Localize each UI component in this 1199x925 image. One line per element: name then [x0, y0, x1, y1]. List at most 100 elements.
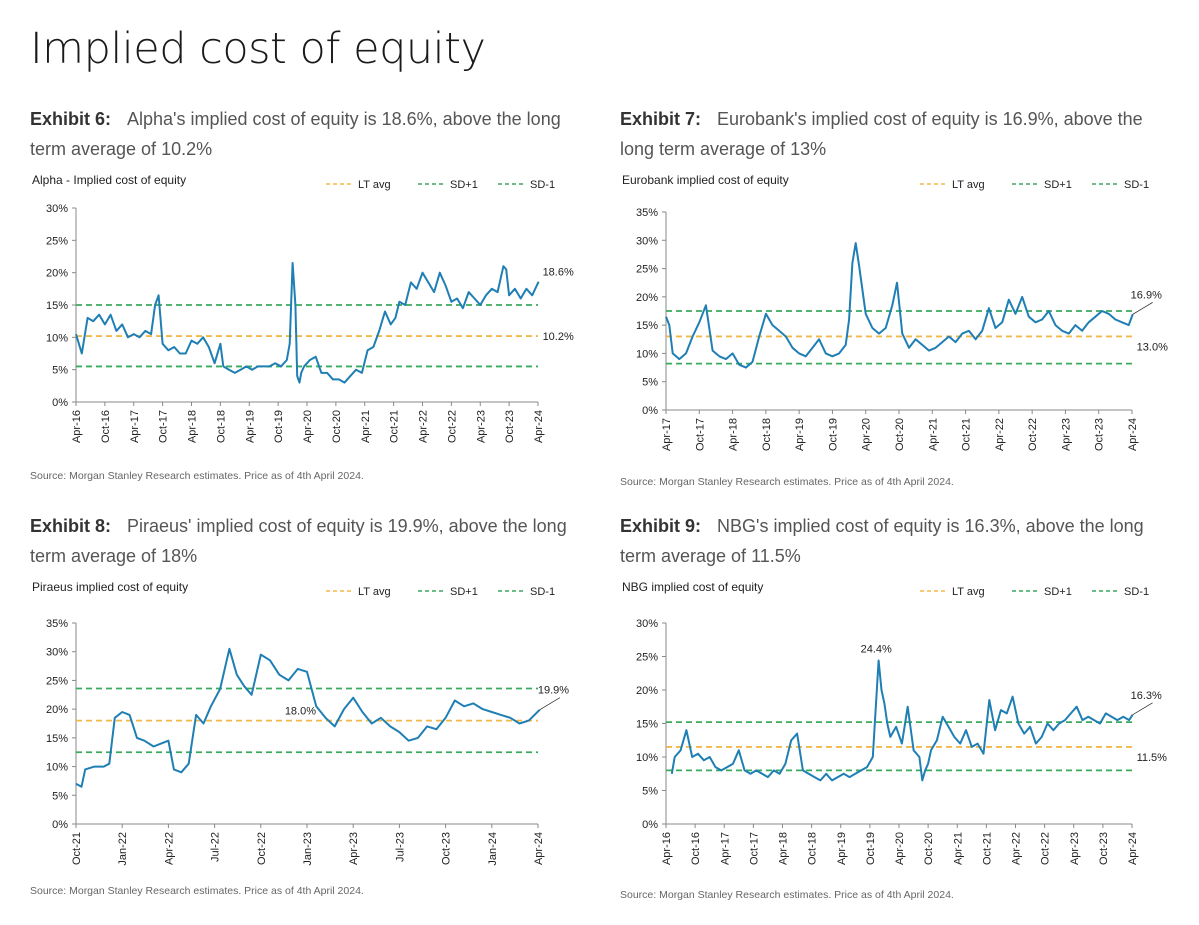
- legend-label: SD+1: [1044, 179, 1072, 191]
- source-note: Source: Morgan Stanley Research estimate…: [620, 476, 954, 488]
- legend-item: LT avg: [326, 179, 391, 191]
- annotation-leader: [1132, 302, 1153, 315]
- y-tick-label: 30%: [636, 235, 658, 247]
- x-tick-label: Jan-22: [117, 832, 129, 866]
- x-tick-label: Oct-21: [961, 418, 973, 451]
- y-tick-label: 20%: [46, 704, 68, 716]
- exhibit-9-panel: Exhibit 9: NBG's implied cost of equity i…: [620, 511, 1180, 906]
- value-annotation: 18.0%: [285, 706, 316, 718]
- legend-item: SD+1: [1012, 586, 1072, 598]
- y-tick-label: 5%: [52, 365, 68, 377]
- y-tick-label: 0%: [642, 819, 658, 831]
- x-tick-label: Oct-21: [71, 832, 83, 865]
- x-tick-label: Oct-17: [748, 832, 760, 865]
- series-line: [75, 262, 540, 384]
- legend-item: SD+1: [418, 586, 478, 598]
- x-tick-label: Apr-22: [1011, 832, 1023, 865]
- legend-label: SD+1: [1044, 586, 1072, 598]
- chart-title: Eurobank implied cost of equity: [622, 173, 789, 187]
- legend-label: LT avg: [952, 179, 985, 191]
- exhibit-number: Exhibit 7:: [620, 109, 702, 129]
- x-tick-label: Oct-19: [865, 832, 877, 865]
- y-tick-label: 30%: [46, 647, 68, 659]
- legend-label: LT avg: [952, 586, 985, 598]
- x-tick-label: Oct-22: [1027, 418, 1039, 451]
- nbg-chart: NBG implied cost of equity LT avg SD+1 SD-1…: [622, 580, 1168, 865]
- x-tick-label: Oct-23: [1094, 418, 1106, 451]
- x-tick-label: Oct-21: [389, 410, 401, 443]
- exhibit-7-panel: Exhibit 7: Eurobank's implied cost of equ…: [620, 104, 1180, 494]
- x-tick-label: Oct-20: [923, 832, 935, 865]
- exhibit-caption: Alpha's implied cost of equity is 18.6%,…: [30, 109, 561, 159]
- legend-label: LT avg: [358, 586, 391, 598]
- legend-item: SD+1: [1012, 179, 1072, 191]
- x-tick-label: Apr-23: [475, 410, 487, 443]
- y-tick-label: 0%: [642, 405, 658, 417]
- alpha-chart: Alpha - Implied cost of equity LT avg SD+1…: [32, 173, 574, 443]
- x-tick-label: Apr-24: [533, 410, 545, 443]
- y-tick-label: 15%: [636, 719, 658, 731]
- x-tick-label: Apr-17: [129, 410, 141, 443]
- value-annotation: 16.9%: [1131, 289, 1162, 301]
- y-tick-label: 25%: [46, 235, 68, 247]
- value-annotation: 19.9%: [538, 685, 569, 697]
- y-tick-label: 25%: [636, 652, 658, 664]
- x-tick-label: Apr-18: [728, 418, 740, 451]
- x-tick-label: Apr-18: [778, 832, 790, 865]
- y-tick-label: 10%: [636, 348, 658, 360]
- x-tick-label: Apr-24: [1127, 418, 1139, 451]
- legend-item: SD+1: [418, 179, 478, 191]
- series-line: [665, 242, 1134, 369]
- x-tick-label: Oct-19: [827, 418, 839, 451]
- x-tick-label: Apr-22: [994, 418, 1006, 451]
- eurobank-chart: Eurobank implied cost of equity LT avg SD+…: [622, 173, 1168, 451]
- y-tick-label: 35%: [636, 207, 658, 219]
- x-tick-label: Oct-23: [1098, 832, 1110, 865]
- x-tick-label: Apr-16: [661, 832, 673, 865]
- legend-item: LT avg: [326, 586, 391, 598]
- x-tick-label: Oct-18: [215, 410, 227, 443]
- x-tick-label: Oct-20: [331, 410, 343, 443]
- x-tick-label: Apr-19: [794, 418, 806, 451]
- exhibit-number: Exhibit 9:: [620, 516, 702, 536]
- y-tick-label: 5%: [642, 786, 658, 798]
- value-annotation: 24.4%: [861, 644, 892, 656]
- chart-title: NBG implied cost of equity: [622, 580, 763, 594]
- y-tick-label: 15%: [636, 320, 658, 332]
- legend-item: SD-1: [498, 586, 555, 598]
- x-tick-label: Apr-23: [1069, 832, 1081, 865]
- x-tick-label: Oct-18: [807, 832, 819, 865]
- exhibit-caption: Eurobank's implied cost of equity is 16.…: [620, 109, 1143, 159]
- x-tick-label: Jul-23: [394, 832, 406, 862]
- x-tick-label: Oct-21: [981, 832, 993, 865]
- x-tick-label: Apr-22: [163, 832, 175, 865]
- value-annotation: 10.2%: [543, 331, 574, 343]
- exhibit-heading: Exhibit 6: Alpha's implied cost of equity…: [30, 104, 590, 164]
- exhibit-6-panel: Exhibit 6: Alpha's implied cost of equity…: [30, 104, 590, 484]
- y-tick-label: 30%: [636, 618, 658, 630]
- x-tick-label: Oct-23: [441, 832, 453, 865]
- legend-label: SD-1: [530, 179, 555, 191]
- y-tick-label: 20%: [46, 268, 68, 280]
- x-tick-label: Apr-20: [894, 832, 906, 865]
- x-tick-label: Oct-22: [256, 832, 268, 865]
- value-annotation: 18.6%: [543, 267, 574, 279]
- y-tick-label: 10%: [46, 332, 68, 344]
- x-tick-label: Apr-19: [244, 410, 256, 443]
- y-tick-label: 10%: [46, 762, 68, 774]
- value-annotation: 11.5%: [1137, 752, 1168, 764]
- legend-label: SD+1: [450, 179, 478, 191]
- x-tick-label: Jan-24: [487, 832, 499, 866]
- x-tick-label: Apr-19: [836, 832, 848, 865]
- exhibit-heading: Exhibit 9: NBG's implied cost of equity i…: [620, 511, 1180, 571]
- x-tick-label: Apr-21: [952, 832, 964, 865]
- y-tick-label: 35%: [46, 618, 68, 630]
- source-note: Source: Morgan Stanley Research estimate…: [30, 885, 364, 897]
- x-tick-label: Apr-21: [927, 418, 939, 451]
- x-tick-label: Apr-17: [661, 418, 673, 451]
- x-tick-label: Oct-23: [504, 410, 516, 443]
- value-annotation: 16.3%: [1131, 690, 1162, 702]
- x-tick-label: Oct-16: [690, 832, 702, 865]
- y-tick-label: 30%: [46, 203, 68, 215]
- x-tick-label: Apr-24: [1127, 832, 1139, 865]
